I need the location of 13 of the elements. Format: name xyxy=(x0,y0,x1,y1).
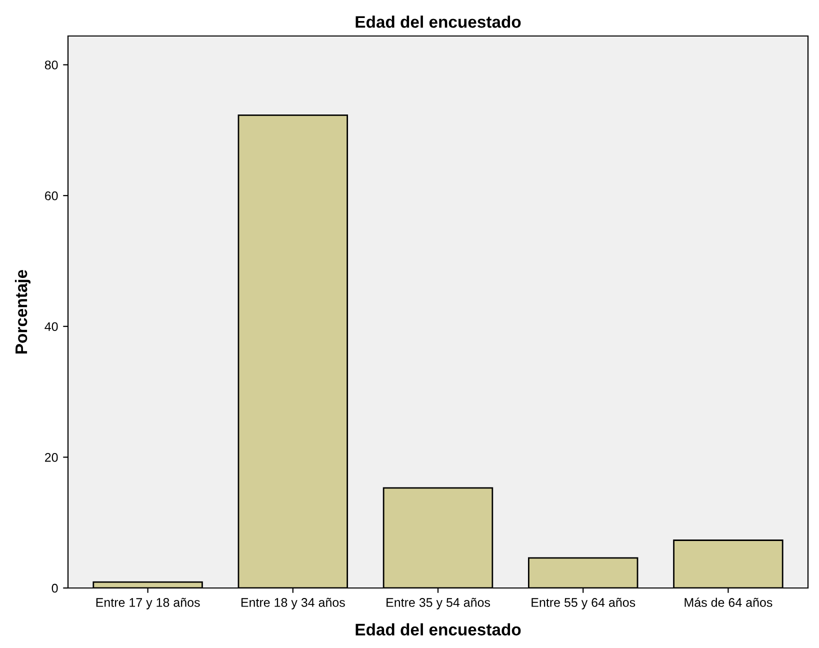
y-tick-label: 0 xyxy=(52,584,58,593)
y-tick-label: 20 xyxy=(45,452,58,462)
y-tick-label: 60 xyxy=(45,191,58,200)
x-tick-label: Más de 64 años xyxy=(684,598,772,607)
y-axis-title: Porcentaje xyxy=(14,270,30,354)
x-tick-label: Entre 18 y 34 años xyxy=(241,598,345,610)
x-tick-label: Entre 55 y 64 años xyxy=(532,598,636,610)
x-tick-label: Entre 17 y 18 años xyxy=(96,598,200,610)
chart-title: Edad del encuestado xyxy=(356,16,521,28)
x-tick-label: Entre 35 y 54 años xyxy=(386,598,490,610)
y-tick-label: 40 xyxy=(44,322,58,332)
y-tick-label: 80 xyxy=(44,60,58,70)
x-axis-title: Edad del encuestado xyxy=(356,623,521,636)
